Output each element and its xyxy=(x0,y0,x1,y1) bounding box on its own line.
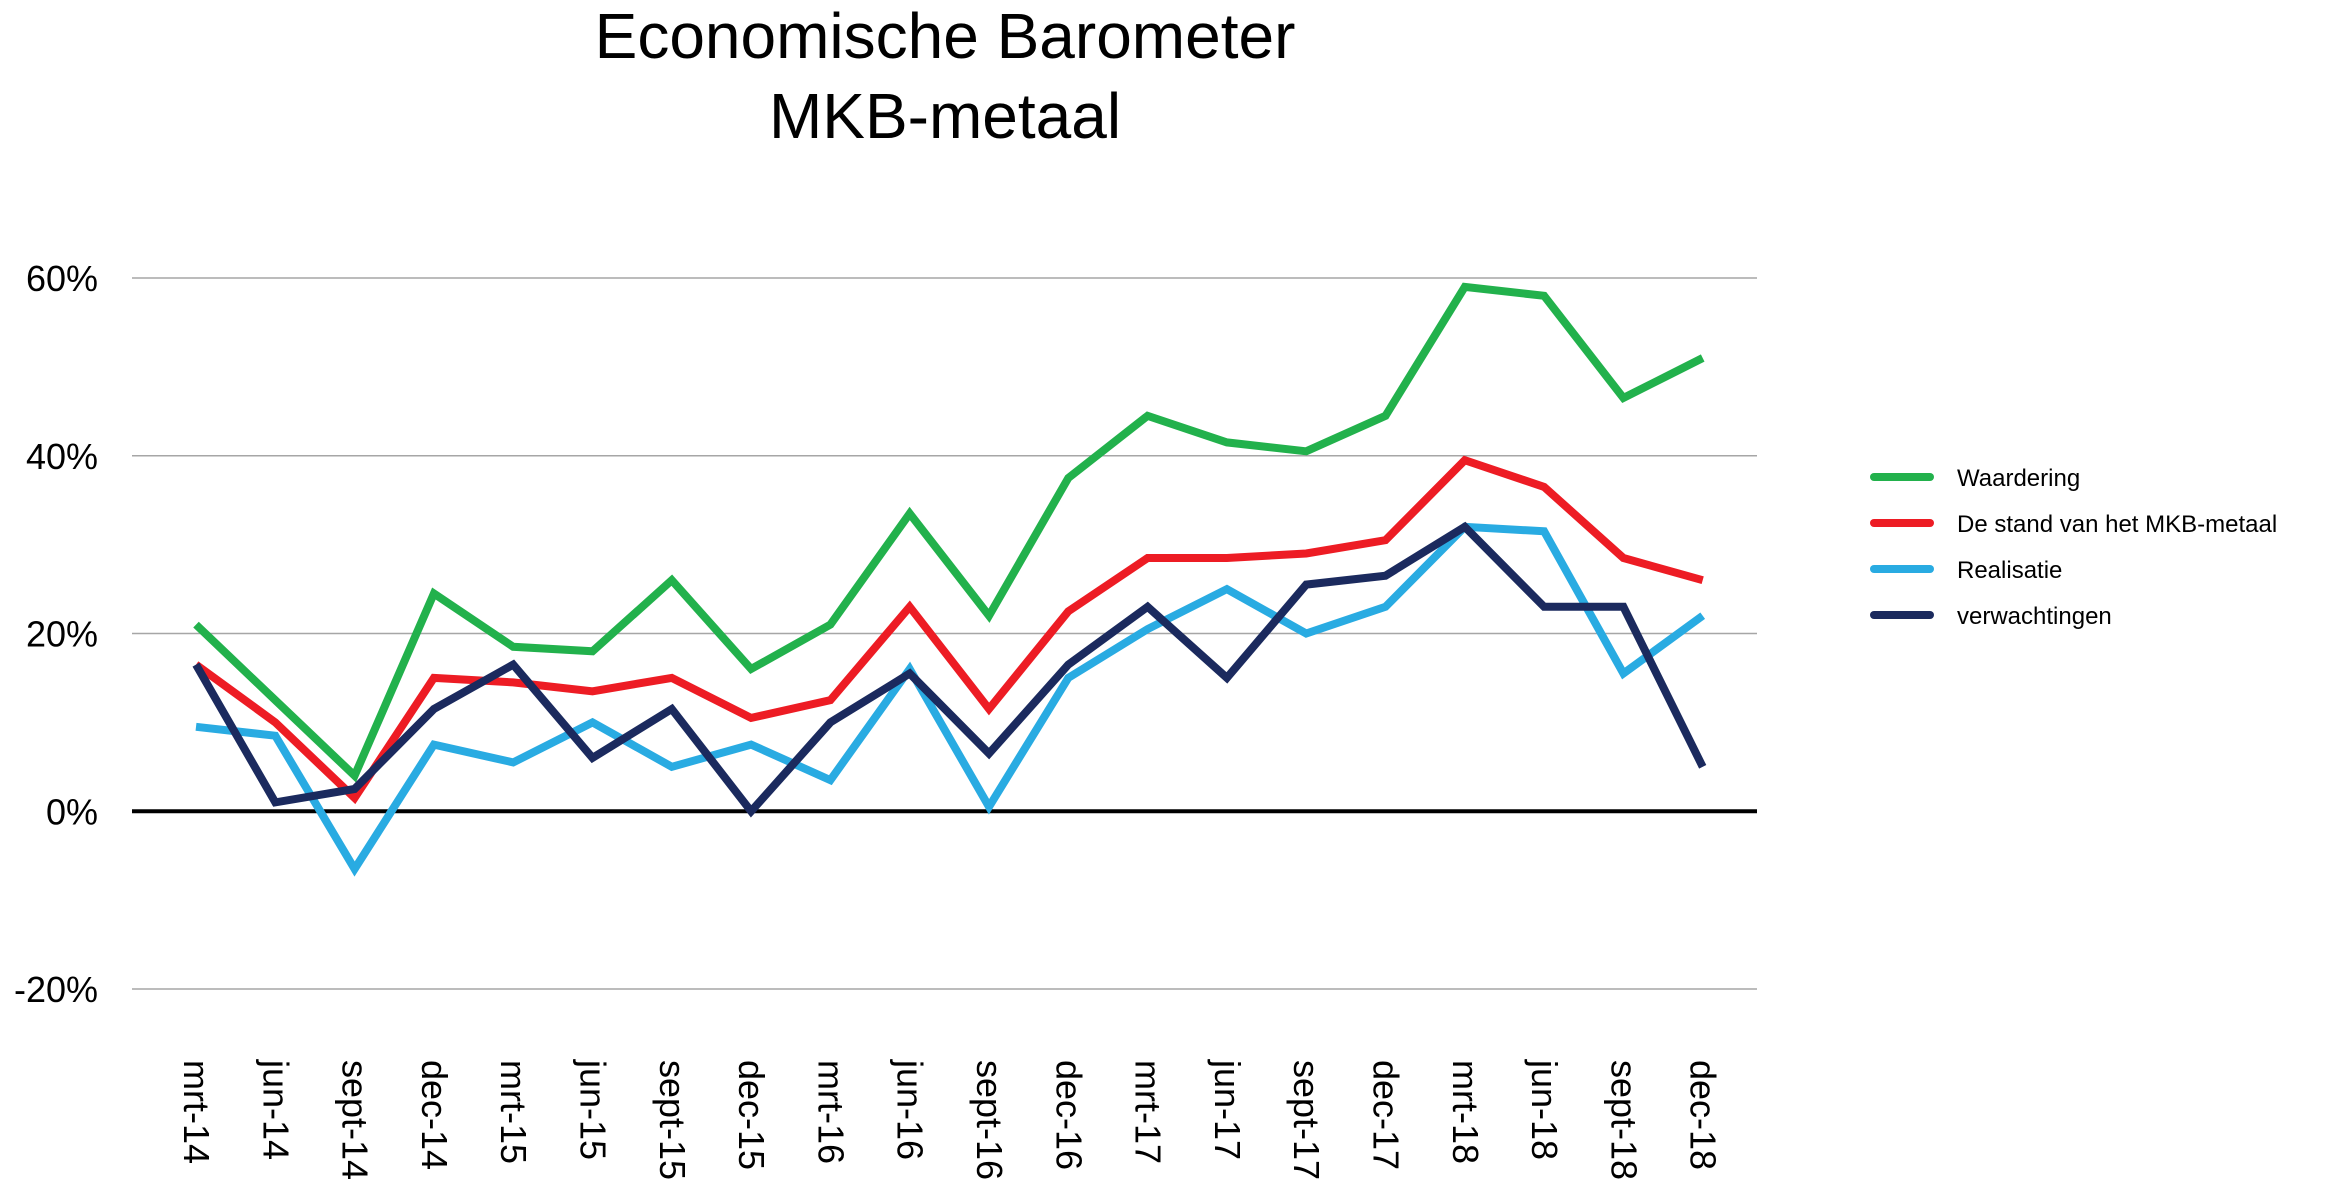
x-tick-label: sept-16 xyxy=(969,1060,1010,1180)
x-tick-label: mrt-15 xyxy=(493,1060,534,1164)
x-tick-label: mrt-16 xyxy=(810,1060,851,1164)
gridlines xyxy=(132,277,1757,990)
x-tick-label: jun-14 xyxy=(255,1059,296,1160)
legend-label: De stand van het MKB-metaal xyxy=(1957,511,2277,538)
x-tick-label: jun-18 xyxy=(1524,1059,1565,1160)
series-line xyxy=(193,282,1705,783)
y-tick-label: -20% xyxy=(14,969,98,1010)
series-line xyxy=(193,455,1704,805)
x-tick-label: mrt-17 xyxy=(1128,1060,1169,1164)
x-tick-label: sept-14 xyxy=(335,1060,376,1180)
x-tick-label: sept-15 xyxy=(652,1060,693,1180)
x-tick-label: jun-16 xyxy=(890,1059,931,1160)
y-tick-label: 0% xyxy=(46,791,98,832)
x-tick-label: dec-18 xyxy=(1683,1060,1724,1170)
x-axis-tick-labels: mrt-14 jun-14 sept-14 dec-14 mrt-15 jun-15 sep… xyxy=(176,1059,1724,1180)
chart-title-line-2: MKB-metaal xyxy=(769,80,1121,152)
x-tick-label: dec-15 xyxy=(731,1060,772,1170)
x-tick-label: dec-16 xyxy=(1048,1060,1089,1170)
series-line xyxy=(192,521,1707,818)
y-axis-tick-labels: -20% 0% 20% 40% 60% xyxy=(14,258,98,1010)
legend-label: Realisatie xyxy=(1957,557,2062,584)
chart-title: Economische Barometer MKB-metaal xyxy=(595,0,1296,152)
series-lines xyxy=(192,282,1707,877)
legend: Waardering De stand van het MKB-metaal Rea… xyxy=(1870,465,2277,630)
y-tick-label: 60% xyxy=(26,258,98,299)
x-tick-label: jun-17 xyxy=(1207,1059,1248,1160)
x-tick-label: sept-18 xyxy=(1603,1060,1644,1180)
legend-label: Waardering xyxy=(1957,465,2080,492)
chart-title-line-1: Economische Barometer xyxy=(595,0,1296,72)
x-tick-label: dec-17 xyxy=(1366,1060,1407,1170)
x-tick-label: dec-14 xyxy=(414,1060,455,1170)
x-tick-label: mrt-14 xyxy=(176,1060,217,1164)
series-line xyxy=(195,522,1706,877)
y-tick-label: 20% xyxy=(26,614,98,655)
x-tick-label: mrt-18 xyxy=(1445,1060,1486,1164)
x-tick-label: jun-15 xyxy=(573,1059,614,1160)
legend-label: verwachtingen xyxy=(1957,603,2112,630)
x-tick-label: sept-17 xyxy=(1286,1060,1327,1180)
y-tick-label: 40% xyxy=(26,436,98,477)
